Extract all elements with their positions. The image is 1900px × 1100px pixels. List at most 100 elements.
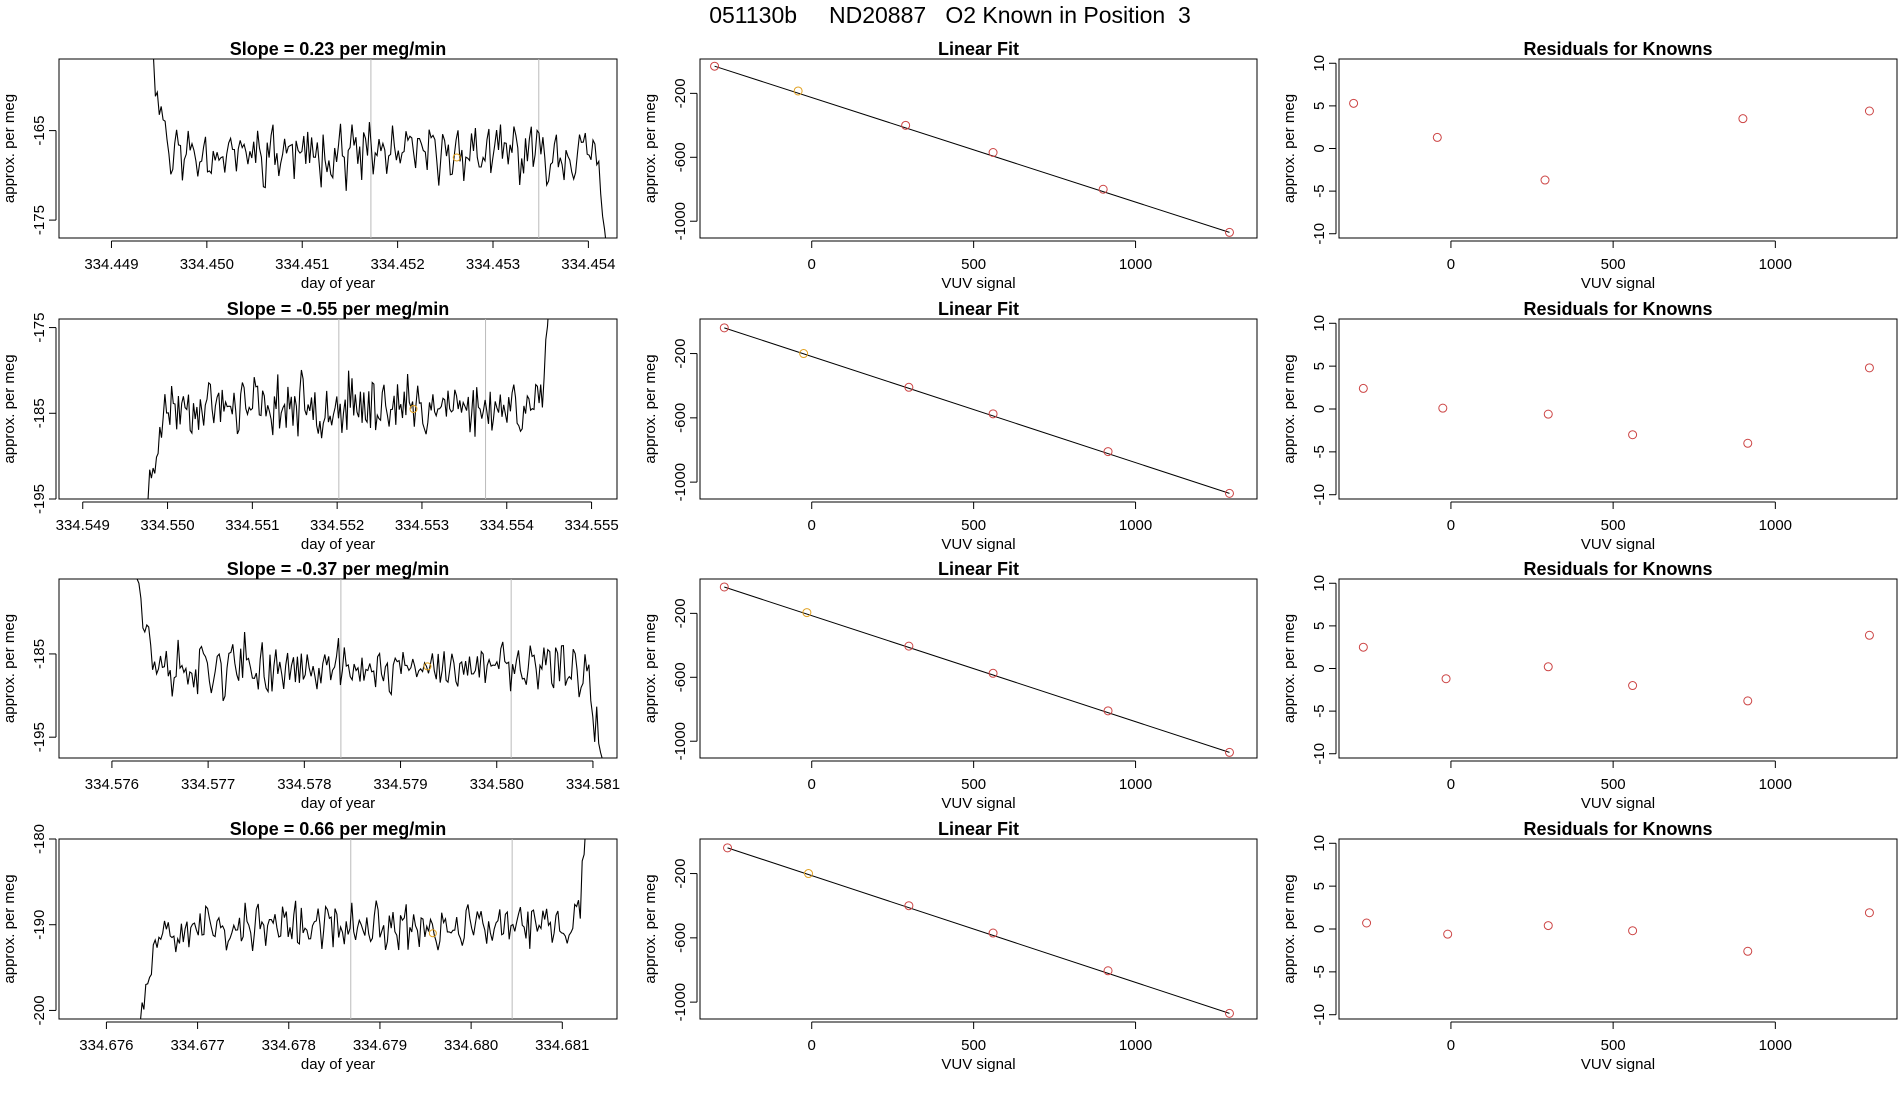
y-tick-label: 5 (1311, 622, 1328, 630)
y-tick-label: -185 (31, 639, 48, 669)
plot-area (136, 579, 603, 758)
sample-point (409, 405, 418, 413)
x-tick-label: 334.680 (444, 1037, 498, 1054)
x-tick-label: 0 (808, 517, 816, 534)
x-tick-label: 0 (1447, 776, 1455, 793)
panel-0-2: Residuals for Knowns VUV signal approx. pe… (1281, 39, 1898, 292)
data-point (1743, 438, 1753, 448)
x-tick-label: 334.549 (56, 517, 110, 534)
x-tick-label: 500 (1601, 517, 1626, 534)
x-tick-label: 500 (1601, 1037, 1626, 1054)
y-tick-label: -200 (672, 598, 689, 628)
panel-1-1: Linear Fit VUV signal approx. per meg 0 500 1… (642, 299, 1258, 553)
y-axis-label: approx. per meg (642, 94, 659, 203)
data-point (1432, 132, 1442, 142)
plot-area (147, 319, 549, 499)
y-tick-label: -1000 (672, 983, 689, 1021)
data-point (1441, 674, 1451, 684)
panel-title: Linear Fit (938, 819, 1019, 839)
panel-title: Residuals for Knowns (1523, 39, 1712, 59)
panel-title: Linear Fit (938, 299, 1019, 319)
y-tick-label: -200 (672, 339, 689, 369)
plot-area (153, 59, 607, 238)
x-tick-label: 334.580 (470, 776, 524, 793)
x-tick-label: 334.453 (466, 256, 520, 273)
data-point (1543, 921, 1553, 931)
x-tick-label: 334.555 (564, 517, 618, 534)
plot-frame (1338, 58, 1898, 239)
data-point (1628, 430, 1638, 440)
x-tick-label: 334.450 (180, 256, 234, 273)
x-tick-label: 0 (808, 256, 816, 273)
x-tick-label: 334.579 (373, 776, 427, 793)
y-axis-label: approx. per meg (1, 874, 18, 983)
x-tick-label: 334.676 (79, 1037, 133, 1054)
y-tick-label: -165 (31, 116, 48, 146)
y-axis-label: approx. per meg (642, 354, 659, 463)
x-tick-label: 334.681 (535, 1037, 589, 1054)
x-axis-label: day of year (301, 795, 375, 812)
data-point (1224, 1008, 1234, 1018)
y-axis-label: approx. per meg (1, 94, 18, 203)
x-tick-label: 1000 (1119, 1037, 1152, 1054)
y-tick-label: -200 (672, 859, 689, 889)
data-point (904, 901, 914, 911)
fit-line (724, 327, 1230, 494)
y-axis-label: approx. per meg (642, 614, 659, 723)
x-axis-label: VUV signal (941, 795, 1015, 812)
y-tick-label: -5 (1311, 965, 1328, 978)
panel-1-2: Residuals for Knowns VUV signal approx. pe… (1281, 299, 1898, 553)
y-tick-label: -10 (1311, 1004, 1328, 1026)
y-tick-label: 10 (1311, 315, 1328, 332)
data-point (1438, 403, 1448, 413)
page-title: 051130b ND20887 O2 Known in Position 3 (709, 2, 1191, 28)
x-tick-label: 1000 (1119, 256, 1152, 273)
data-point (1864, 363, 1874, 373)
plot-area (1362, 908, 1874, 956)
plot-frame (699, 578, 1258, 759)
y-tick-label: -175 (31, 205, 48, 235)
data-point (1358, 642, 1368, 652)
data-point (904, 641, 914, 651)
y-tick-label: -5 (1311, 184, 1328, 197)
x-tick-label: 334.452 (370, 256, 424, 273)
data-point (988, 668, 998, 678)
panel-3-2: Residuals for Knowns VUV signal approx. pe… (1281, 819, 1898, 1073)
plot-frame (1338, 578, 1898, 759)
data-point (904, 382, 914, 392)
x-tick-label: 500 (961, 517, 986, 534)
x-tick-label: 500 (961, 776, 986, 793)
y-tick-label: 0 (1311, 664, 1328, 672)
data-point (1362, 918, 1372, 928)
y-axis-label: approx. per meg (1281, 354, 1298, 463)
x-tick-label: 1000 (1759, 517, 1792, 534)
data-point (723, 843, 733, 853)
x-tick-label: 334.550 (140, 517, 194, 534)
y-axis-label: approx. per meg (1281, 614, 1298, 723)
data-point (1103, 447, 1113, 457)
data-point (1358, 383, 1368, 393)
x-tick-label: 334.451 (275, 256, 329, 273)
panel-title: Slope = 0.66 per meg/min (230, 819, 447, 839)
y-tick-label: 0 (1311, 144, 1328, 152)
y-axis-label: approx. per meg (1281, 94, 1298, 203)
y-tick-label: -195 (31, 484, 48, 514)
data-point (710, 61, 720, 71)
plot-area (1358, 630, 1874, 706)
panel-title: Linear Fit (938, 39, 1019, 59)
data-point (988, 928, 998, 938)
x-axis-label: VUV signal (1581, 536, 1655, 553)
y-axis-label: approx. per meg (1, 354, 18, 463)
x-tick-label: 1000 (1759, 776, 1792, 793)
panel-1-0: Slope = -0.55 per meg/min day of year appr… (1, 299, 619, 553)
fit-line (727, 847, 1230, 1014)
x-axis-label: VUV signal (1581, 275, 1655, 292)
signal-trace (153, 59, 607, 238)
x-tick-label: 1000 (1759, 256, 1792, 273)
sample-point (452, 153, 461, 162)
plot-area (1358, 363, 1874, 448)
y-axis-label: approx. per meg (1, 614, 18, 723)
plot-area (719, 323, 1234, 498)
panel-3-0: Slope = 0.66 per meg/min day of year appro… (1, 819, 618, 1073)
